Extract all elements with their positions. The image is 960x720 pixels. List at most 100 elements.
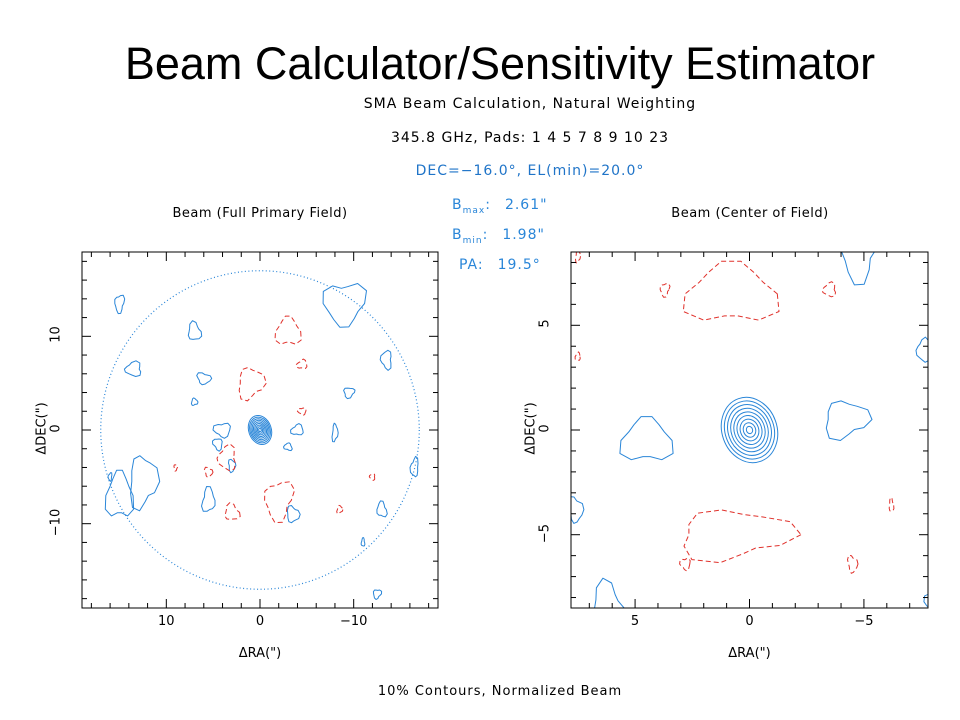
positive-sidelobe	[228, 458, 237, 474]
y-tick-label: −5	[537, 523, 553, 543]
panel-2	[570, 251, 929, 609]
x-axis-label: ΔRA(")	[238, 646, 282, 661]
bmin-value: 1.98"	[502, 226, 545, 243]
positive-sidelobe	[290, 423, 304, 436]
positive-sidelobe	[915, 336, 928, 363]
contour-area	[100, 270, 420, 600]
y-tick-label: 0	[537, 424, 553, 433]
positive-sidelobe	[360, 537, 366, 547]
positive-sidelobe	[283, 442, 293, 452]
contour-area	[571, 252, 928, 608]
declination-elevation-line: DEC=−16.0°, EL(min)=20.0°	[415, 163, 645, 179]
bmax-row: Bmax: 2.61"	[452, 193, 548, 223]
beam-contour	[720, 396, 779, 464]
negative-sidelobe	[575, 252, 581, 264]
negative-sidelobe	[274, 315, 302, 345]
x-tick-label: −10	[339, 614, 368, 629]
beam-contour	[252, 421, 268, 439]
bmin-sub: min	[462, 235, 483, 246]
positive-sidelobe	[286, 505, 301, 524]
positive-sidelobe	[372, 589, 383, 600]
y-axis-label: ΔDEC(")	[523, 402, 539, 455]
negative-sidelobe	[238, 367, 267, 402]
beam-contour	[745, 425, 754, 435]
beam-contour	[733, 411, 766, 449]
beam-contour	[249, 416, 271, 444]
calc-heading: SMA Beam Calculation, Natural Weighting	[363, 96, 697, 112]
positive-sidelobe	[196, 372, 213, 386]
pa-label: PA:	[459, 256, 484, 273]
positive-sidelobe	[571, 496, 585, 524]
beam-contour	[256, 426, 264, 434]
positive-sidelobe	[409, 455, 419, 478]
negative-sidelobe	[295, 358, 308, 369]
beam-contour	[727, 404, 772, 456]
positive-sidelobe	[107, 472, 113, 482]
y-tick-label: 10	[48, 326, 64, 344]
positive-sidelobe	[825, 400, 873, 441]
beam-contour	[723, 400, 776, 460]
y-axis-label: ΔDEC(")	[34, 402, 50, 455]
positive-sidelobe	[594, 577, 625, 608]
x-tick-label: 5	[630, 614, 640, 629]
positive-sidelobe	[212, 438, 223, 452]
positive-sidelobe	[343, 387, 356, 400]
positive-sidelobe	[376, 500, 388, 518]
x-tick-label: 10	[158, 614, 175, 629]
beam-parameters: Bmax: 2.61" Bmin: 1.98" PA: 19.5°	[452, 193, 548, 277]
negative-sidelobe	[216, 443, 236, 472]
beam-contour	[250, 418, 270, 442]
negative-sidelobe	[368, 473, 376, 481]
positive-sidelobe	[130, 455, 161, 512]
slide-title: Beam Calculator/Sensitivity Estimator	[124, 38, 876, 89]
negative-sidelobe	[821, 281, 836, 298]
positive-sidelobe	[379, 349, 392, 371]
right-panel-title: Beam (Center of Field)	[671, 206, 829, 221]
y-tick-label: 0	[48, 424, 64, 433]
bmax-value: 2.61"	[504, 197, 548, 213]
beam-contour	[258, 427, 262, 433]
beam-contour	[742, 422, 757, 438]
x-axis-label: ΔRA(")	[728, 646, 771, 661]
beam-contour	[254, 423, 266, 437]
positive-sidelobe	[114, 294, 126, 315]
negative-sidelobe	[296, 407, 307, 416]
beam-contour	[255, 424, 265, 436]
panel-1	[81, 251, 439, 609]
primary-field-boundary	[100, 270, 420, 590]
negative-sidelobe	[203, 466, 214, 478]
x-tick-label: 0	[745, 614, 754, 629]
positive-sidelobe	[187, 320, 203, 340]
positive-sidelobe	[104, 469, 135, 517]
negative-sidelobe	[679, 557, 691, 572]
pa-value: 19.5°	[497, 256, 541, 273]
left-panel-title: Beam (Full Primary Field)	[172, 206, 348, 221]
negative-sidelobe	[224, 502, 241, 520]
footer-note: 10% Contours, Normalized Beam	[377, 684, 623, 699]
positive-sidelobe	[331, 422, 339, 443]
positive-sidelobe	[123, 360, 142, 377]
beam-contour	[739, 418, 760, 442]
beam-contour	[251, 419, 269, 441]
negative-sidelobe	[574, 351, 581, 361]
frequency-pads-line: 345.8 GHz, Pads: 1 4 5 7 8 9 10 23	[390, 130, 670, 146]
positive-sidelobe	[619, 416, 674, 461]
pa-row: PA: 19.5°	[452, 253, 548, 277]
negative-sidelobe	[683, 509, 802, 564]
bmin-row: Bmin: 1.98"	[452, 223, 548, 253]
bmax-label: B	[452, 197, 463, 213]
y-tick-label: −10	[48, 508, 64, 536]
bmin-label: B	[452, 226, 463, 243]
plot-frame	[570, 251, 929, 609]
y-tick-label: 5	[537, 319, 553, 328]
x-tick-label: −5	[854, 614, 874, 629]
negative-sidelobe	[336, 504, 344, 515]
positive-sidelobe	[201, 486, 216, 512]
positive-sidelobe	[923, 593, 928, 608]
beam-contour	[736, 415, 763, 445]
negative-sidelobe	[847, 554, 859, 574]
positive-sidelobe	[212, 422, 231, 439]
negative-sidelobe	[888, 496, 895, 512]
negative-sidelobe	[173, 464, 179, 472]
positive-sidelobe	[322, 283, 367, 328]
